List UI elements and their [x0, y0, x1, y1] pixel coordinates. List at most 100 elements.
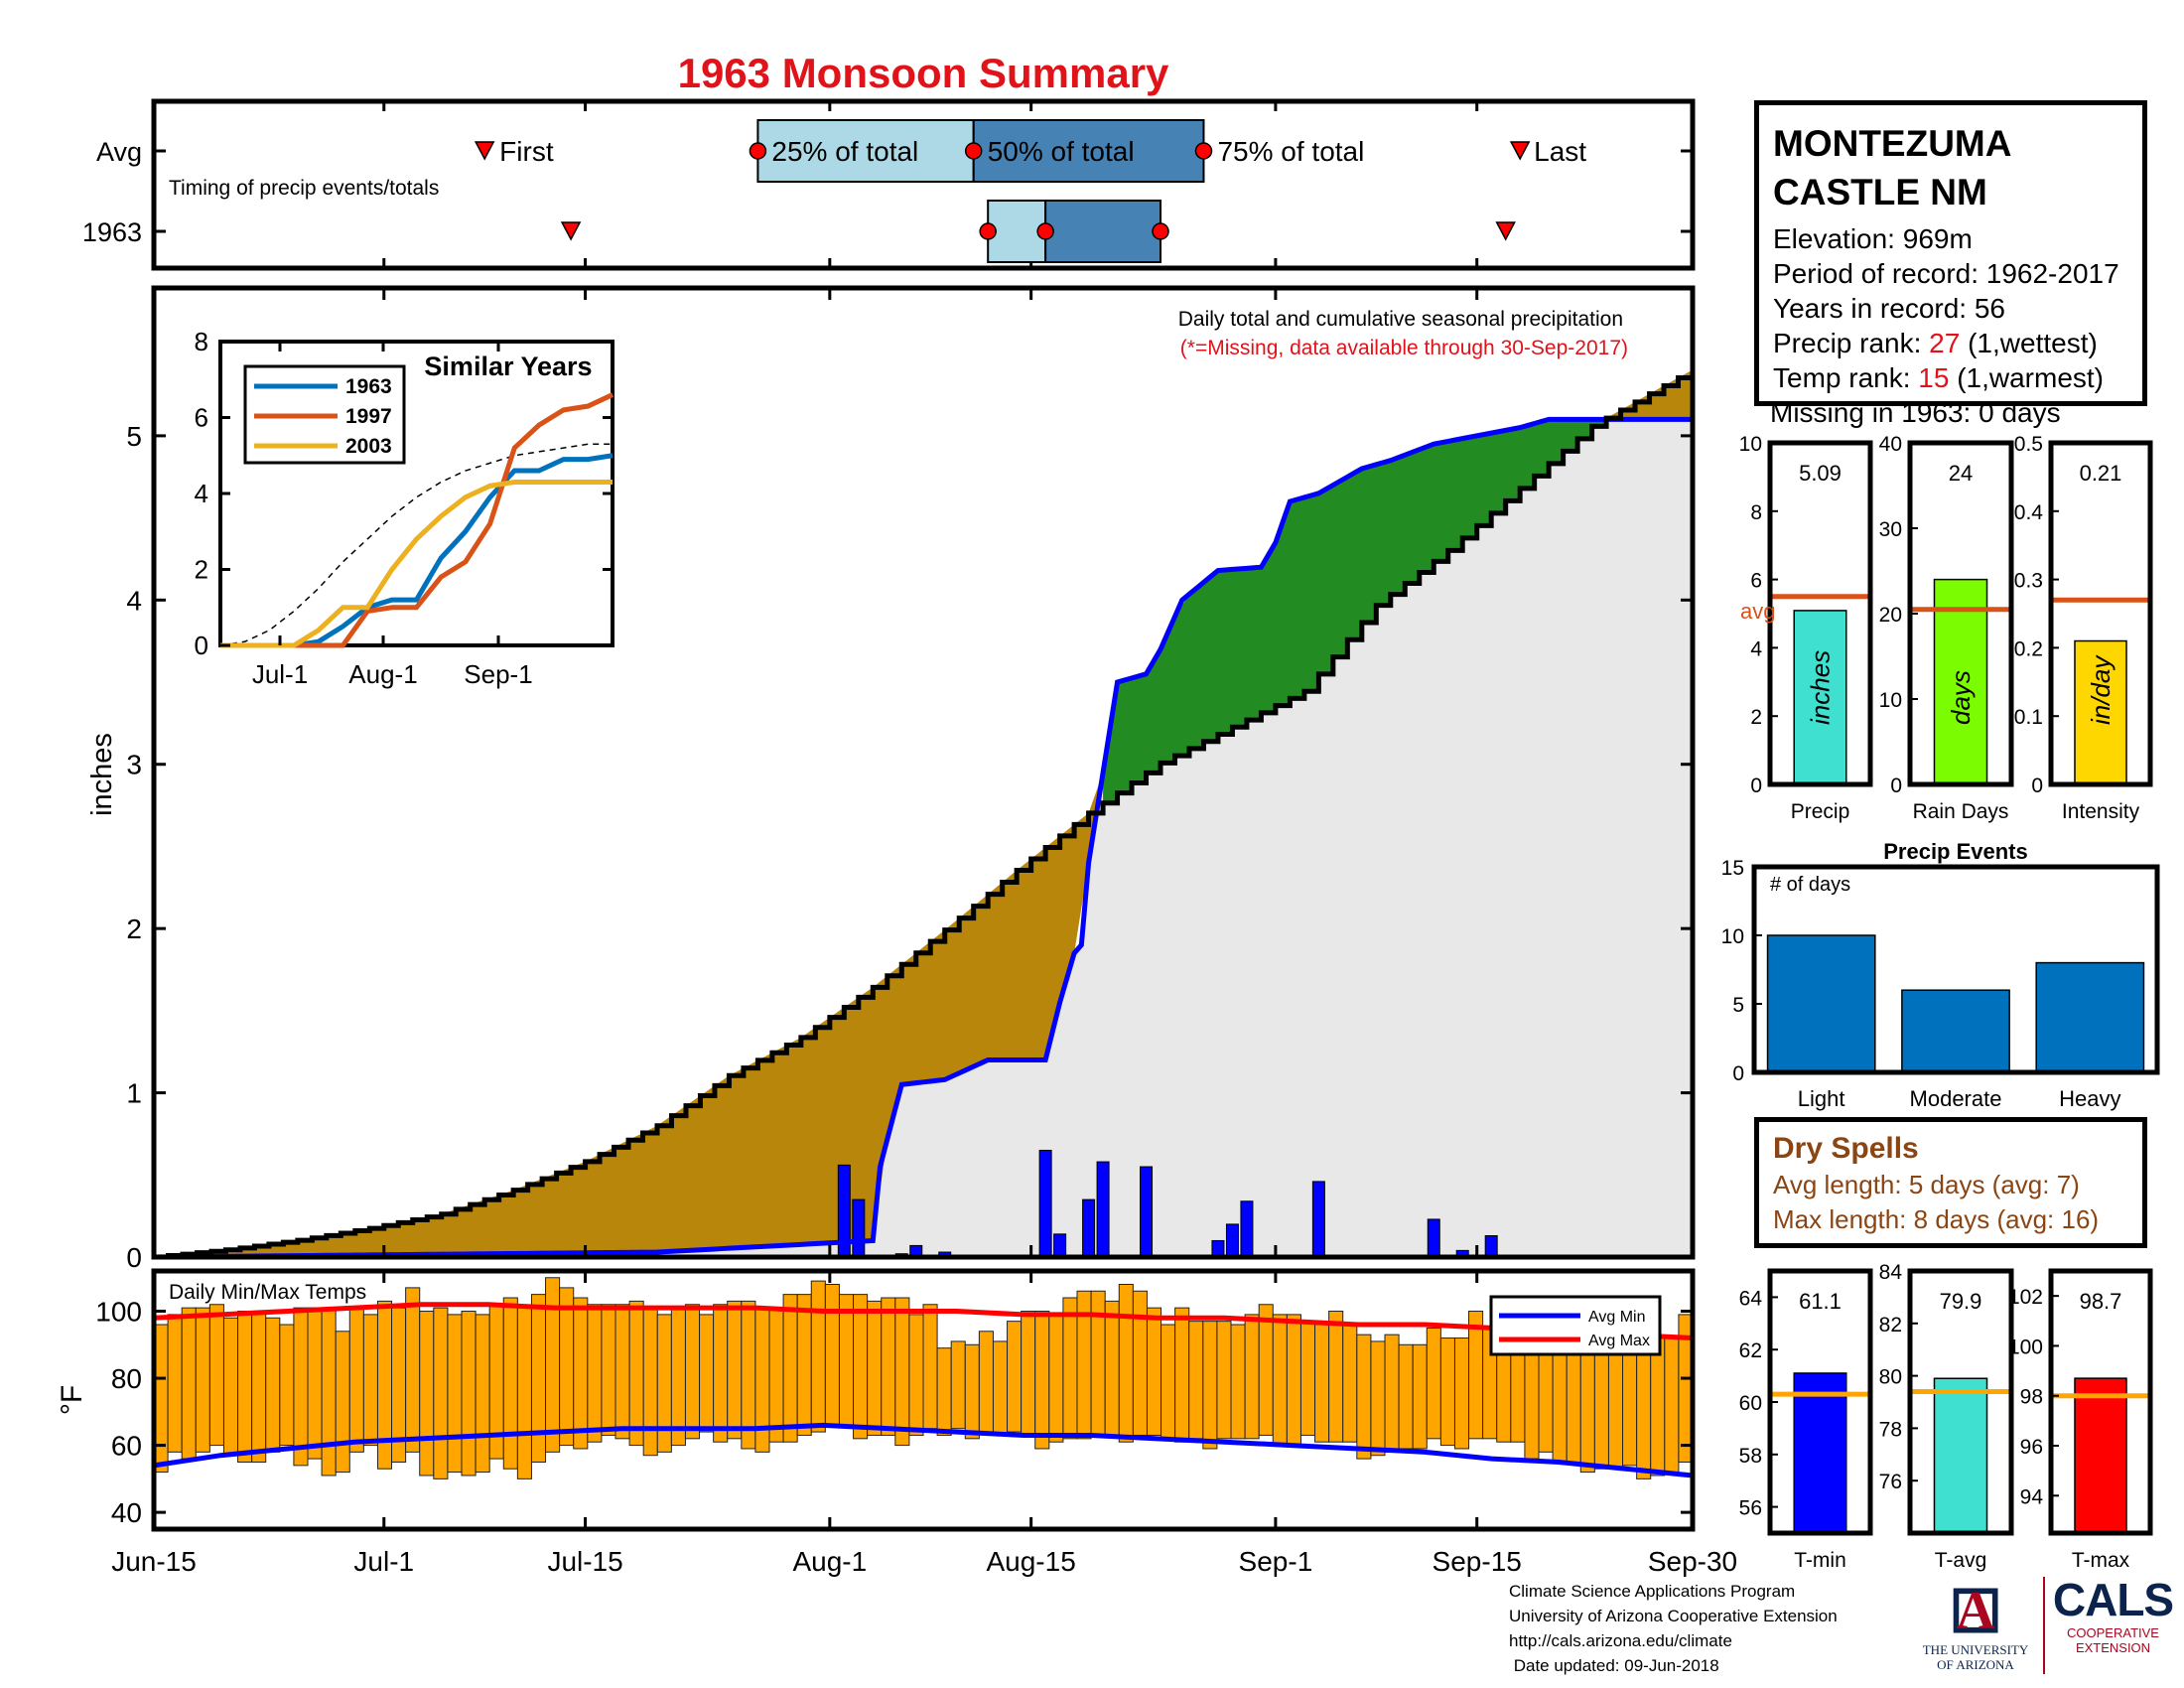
daily-temp-bar — [1453, 1337, 1470, 1450]
summary_t_max-title: T-max — [2072, 1549, 2130, 1572]
daily-temp-bar — [1342, 1324, 1358, 1443]
timing-quantile-marker — [964, 142, 983, 160]
daily-temp-bar — [1034, 1311, 1050, 1450]
daily-precip-bar — [1038, 1149, 1052, 1258]
daily-precip-bar — [1484, 1234, 1498, 1258]
summary-temp-panels: 61.1 56 58 60 62 64 T-min 79.9 76 78 80 82 84 T-avg 98… — [1739, 1261, 2153, 1572]
daily-temp-bar — [167, 1314, 183, 1453]
daily-temp-bar — [208, 1304, 224, 1447]
temps-y-tick-label: 80 — [111, 1363, 142, 1394]
summary_precip-y-tick-label: 6 — [1750, 570, 1762, 593]
precip-events-panel: Light Moderate Heavy 0 5 10 15 Precip Events # o… — [1721, 839, 2160, 1111]
temp-rank-value: 15 — [1918, 362, 1950, 393]
summary_intensity-value-label: 0.21 — [2080, 461, 2122, 486]
timing-label-first: First — [499, 136, 554, 167]
daily-precip-bar — [1053, 1233, 1067, 1258]
summary_t_max-y-tick-label: 98 — [2020, 1386, 2043, 1409]
precip-rank-label: Precip rank: — [1773, 328, 1930, 358]
timing-label-q25: 25% of total — [771, 136, 918, 167]
x-axis-date-label: Aug-1 — [792, 1546, 867, 1577]
daily-temp-bar — [1230, 1324, 1246, 1440]
average-cumulative-line — [153, 416, 1693, 1260]
temps-y-tick-label: 60 — [111, 1431, 142, 1462]
temps-legend-box — [1489, 1295, 1662, 1356]
daily-temp-bar — [642, 1307, 658, 1457]
temps-frame — [151, 1268, 1696, 1532]
daily-temp-bar — [1426, 1327, 1441, 1440]
summary_rain_days-y-tick-label: 10 — [1879, 689, 1902, 712]
daily-temp-bar — [1468, 1311, 1484, 1440]
summary_t_avg-y-tick-label: 80 — [1879, 1366, 1902, 1389]
inset-series-line-2003 — [220, 480, 613, 648]
daily-temp-bar — [1664, 1337, 1680, 1474]
timing-quantile-marker — [979, 222, 997, 240]
inset-x-tick-label: Jul-1 — [252, 659, 308, 689]
summary_t_avg-bar — [1933, 1377, 1988, 1534]
summary_t_min-y-tick-label: 62 — [1739, 1339, 1762, 1362]
inset-y-tick-label: 8 — [195, 327, 208, 356]
summary_t_min-y-tick-label: 58 — [1739, 1445, 1762, 1468]
summary_t_avg-y-tick-label: 76 — [1879, 1471, 1902, 1493]
station-name-line1: MONTEZUMA — [1773, 123, 2012, 164]
daily-temp-bar — [699, 1314, 715, 1433]
summary_rain_days-y-tick-label: 0 — [1890, 774, 1902, 797]
summary_t_avg-frame — [1907, 1268, 2014, 1536]
daily-temp-bar — [853, 1294, 869, 1440]
daily-temp-bar — [1007, 1321, 1023, 1433]
daily-precip-bar — [1427, 1218, 1440, 1258]
inset-title: Similar Years — [424, 352, 592, 381]
cals-line2: EXTENSION — [2075, 1640, 2151, 1655]
daily-temp-bar — [1062, 1297, 1078, 1440]
summary_intensity-bar — [2074, 639, 2127, 785]
daily-temp-bar — [376, 1300, 393, 1470]
x-axis-date-label: Sep-1 — [1239, 1546, 1313, 1577]
ua-block-a-icon: A □ — [1953, 1571, 1997, 1647]
daily-temp-bar — [335, 1331, 350, 1474]
daily-precip-bar — [1082, 1198, 1096, 1258]
timing-first-last-marker — [1509, 141, 1531, 161]
daily-temp-bar — [1593, 1340, 1609, 1470]
summary_precip-y-tick-label: 2 — [1750, 706, 1762, 729]
daily-precip-bar — [1140, 1166, 1154, 1258]
main-y-tick-label: 5 — [126, 421, 142, 452]
summary_rain_days-y-tick-label: 20 — [1879, 604, 1902, 627]
summary_intensity-y-tick-label: 0 — [2031, 774, 2043, 797]
ua-logo-letter: A — [1956, 1581, 1995, 1640]
daily-temp-bar — [922, 1304, 938, 1430]
daily-temp-bar — [796, 1294, 812, 1436]
main-note-line1: Daily total and cumulative seasonal prec… — [1178, 308, 1623, 331]
precip-rank-value: 27 — [1929, 328, 1961, 358]
daily-temp-bar — [279, 1324, 295, 1447]
station-info-box: MONTEZUMA CASTLE NM Elevation: 969m Peri… — [1754, 100, 2147, 406]
events-frame — [1751, 864, 2160, 1075]
daily-temp-bar — [502, 1297, 518, 1470]
daily-temp-bar — [628, 1300, 644, 1447]
temps-title: Daily Min/Max Temps — [169, 1281, 366, 1304]
legend-avg-max-label: Avg Max — [1588, 1333, 1650, 1349]
temps-y-tick-label: 40 — [111, 1497, 142, 1528]
dry-spells-max-length: Max length: 8 days (avg: 16) — [1773, 1204, 2100, 1234]
dry-spells-title: Dry Spells — [1773, 1132, 1919, 1165]
summary_rain_days-value-label: 24 — [1949, 461, 1973, 486]
daily-temp-bar — [1174, 1307, 1190, 1443]
timing-row-label: Avg — [96, 137, 142, 167]
daily-temp-bar — [251, 1311, 267, 1463]
daily-temp-bar — [545, 1277, 561, 1453]
daily-temp-bar — [1216, 1321, 1232, 1440]
daily-temp-bar — [810, 1280, 826, 1433]
temps-y-axis-label: °F — [56, 1385, 88, 1415]
summary_intensity-y-tick-label: 0.3 — [2014, 570, 2043, 593]
station-precip-rank: Precip rank: 27 (1,wettest) — [1773, 326, 2142, 360]
station-period: Period of record: 1962-2017 — [1773, 258, 2119, 289]
daily-temp-bar — [447, 1314, 463, 1474]
daily-temp-bar — [1104, 1300, 1120, 1436]
summary_t_avg-y-tick-label: 84 — [1879, 1261, 1903, 1284]
inset-y-tick-label: 2 — [195, 555, 208, 585]
daily-temp-bar — [1272, 1314, 1288, 1447]
timing-quantile-marker — [1152, 222, 1169, 240]
summary_intensity-frame — [2048, 440, 2153, 787]
daily-temp-bar — [265, 1317, 281, 1453]
timing-first-last-marker — [560, 221, 582, 241]
daily-temp-bar — [1398, 1343, 1414, 1450]
timing-first-last-marker — [1495, 221, 1516, 241]
